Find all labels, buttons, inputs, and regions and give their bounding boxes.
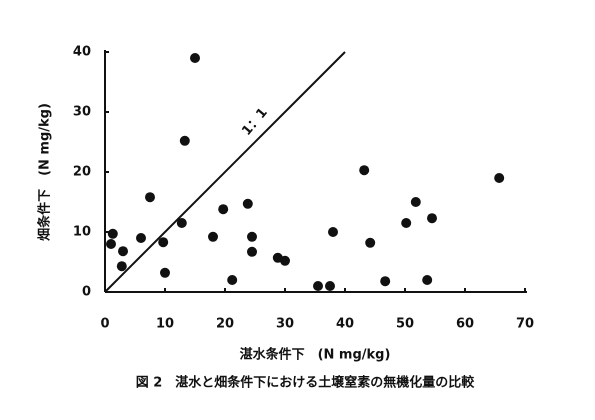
point: [247, 246, 257, 257]
point: [380, 276, 391, 287]
point: [325, 281, 335, 291]
x-tick-label: 30: [276, 317, 294, 332]
x-tick-label: 50: [396, 317, 414, 332]
y-axis-label: 畑条件下 (N mg/kg): [37, 103, 53, 241]
point: [280, 255, 290, 266]
point: [313, 281, 323, 291]
point: [118, 246, 128, 257]
point: [158, 237, 169, 248]
x-tick-label: 70: [516, 317, 534, 332]
point: [116, 261, 127, 272]
point: [107, 228, 118, 239]
point: [106, 239, 116, 249]
point: [494, 173, 505, 183]
point: [160, 267, 170, 278]
x-axis-label: 湛水条件下 (N mg/kg): [240, 347, 391, 363]
chart-caption: 図 2 湛水と畑条件下における土壌窒素の無機化量の比較: [136, 375, 476, 391]
x-tick-label: 60: [456, 317, 474, 332]
x-tick-label: 40: [336, 317, 354, 332]
point: [328, 227, 338, 237]
point: [136, 233, 146, 243]
point: [365, 237, 376, 248]
y-tick-label: 20: [73, 165, 91, 180]
y-tick-label: 30: [73, 105, 91, 120]
point: [227, 275, 238, 285]
point: [247, 231, 257, 242]
point: [427, 213, 437, 224]
point: [359, 165, 370, 176]
x-tick-label: 0: [100, 317, 109, 332]
point: [190, 53, 200, 63]
point: [242, 198, 253, 209]
y-tick-label: 0: [82, 285, 91, 300]
x-tick-label: 10: [156, 317, 174, 332]
point: [176, 218, 187, 228]
point: [422, 275, 433, 285]
point: [208, 231, 218, 242]
point: [401, 218, 412, 228]
reference-line: [104, 51, 346, 293]
x-tick-label: 20: [216, 317, 234, 332]
point: [218, 204, 229, 215]
point: [145, 192, 155, 203]
reference-line-label: 1：1: [239, 105, 270, 138]
point: [410, 197, 421, 207]
y-tick-label: 10: [73, 225, 91, 240]
y-tick-label: 40: [73, 45, 91, 60]
point: [179, 135, 190, 146]
